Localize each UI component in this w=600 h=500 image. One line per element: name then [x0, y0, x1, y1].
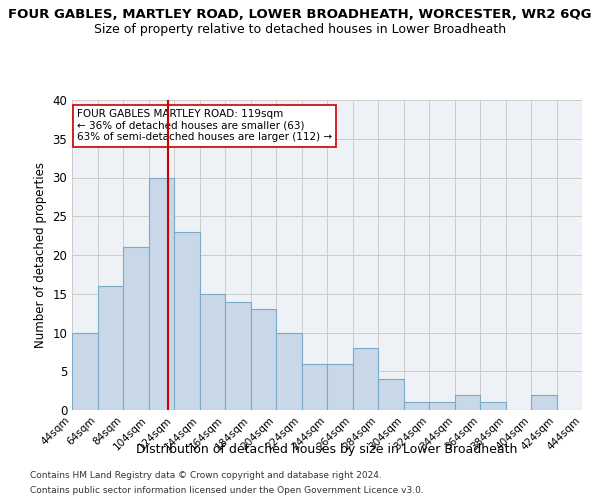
Text: Contains public sector information licensed under the Open Government Licence v3: Contains public sector information licen…	[30, 486, 424, 495]
Bar	[582, 402, 600, 410]
Text: FOUR GABLES MARTLEY ROAD: 119sqm
← 36% of detached houses are smaller (63)
63% o: FOUR GABLES MARTLEY ROAD: 119sqm ← 36% o…	[77, 110, 332, 142]
Text: Contains HM Land Registry data © Crown copyright and database right 2024.: Contains HM Land Registry data © Crown c…	[30, 471, 382, 480]
Y-axis label: Number of detached properties: Number of detached properties	[34, 162, 47, 348]
Bar	[97, 286, 123, 410]
Bar	[455, 394, 480, 410]
Bar	[429, 402, 455, 410]
Bar	[353, 348, 378, 410]
Text: FOUR GABLES, MARTLEY ROAD, LOWER BROADHEATH, WORCESTER, WR2 6QG: FOUR GABLES, MARTLEY ROAD, LOWER BROADHE…	[8, 8, 592, 20]
Bar	[327, 364, 353, 410]
Bar	[72, 332, 97, 410]
Bar	[123, 247, 149, 410]
Bar	[225, 302, 251, 410]
Bar	[276, 332, 302, 410]
Bar	[251, 309, 276, 410]
Bar	[200, 294, 225, 410]
Bar	[302, 364, 327, 410]
Bar	[480, 402, 505, 410]
Bar	[174, 232, 200, 410]
Text: Size of property relative to detached houses in Lower Broadheath: Size of property relative to detached ho…	[94, 22, 506, 36]
Text: Distribution of detached houses by size in Lower Broadheath: Distribution of detached houses by size …	[136, 442, 518, 456]
Bar	[531, 394, 557, 410]
Bar	[149, 178, 174, 410]
Bar	[404, 402, 429, 410]
Bar	[378, 379, 404, 410]
